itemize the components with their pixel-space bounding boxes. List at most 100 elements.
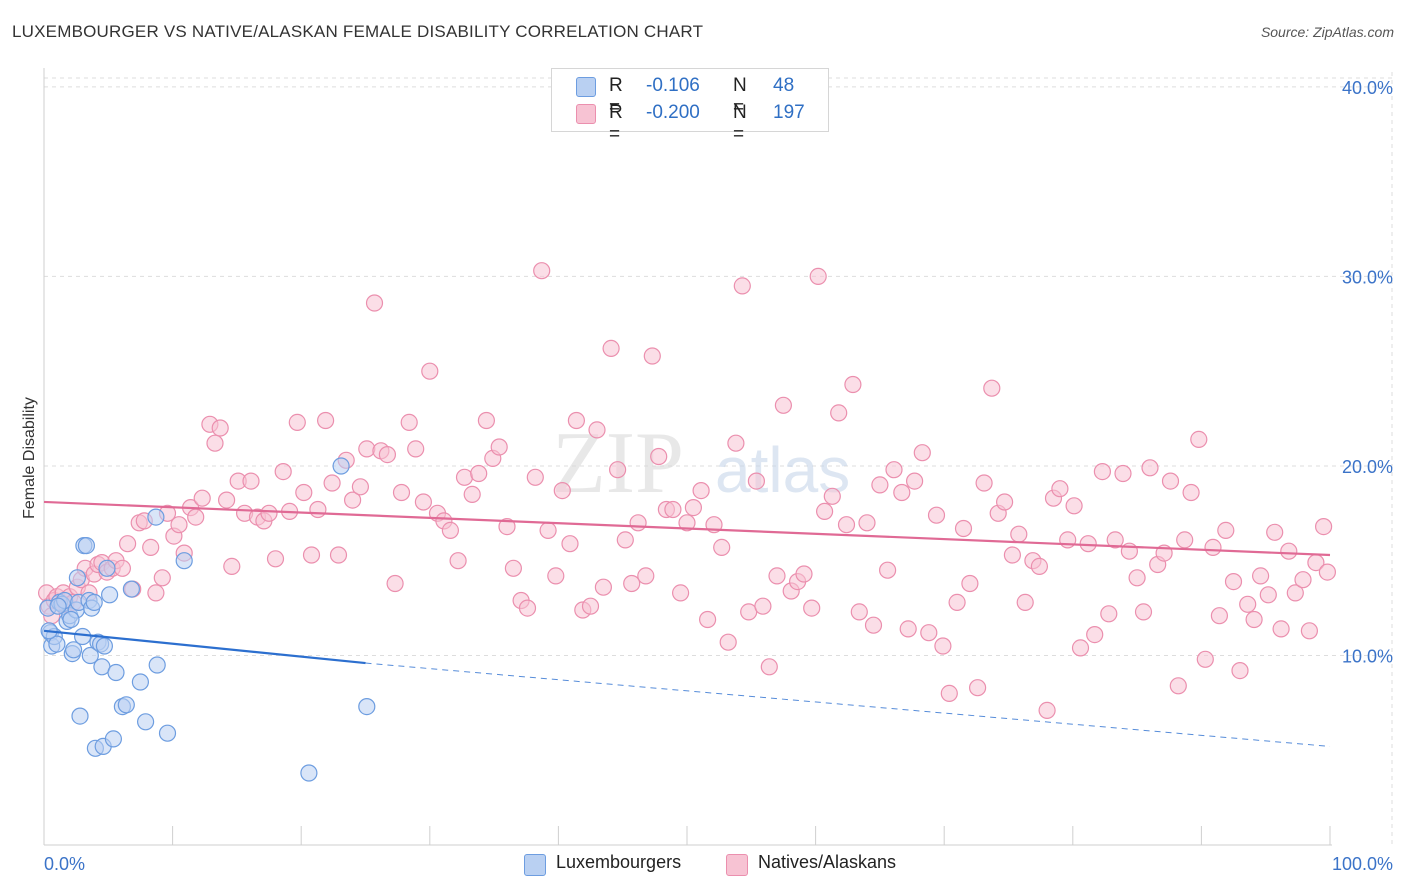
luxembourger-point bbox=[358, 697, 376, 716]
luxembourger-point bbox=[131, 673, 149, 691]
native-alaskan-point bbox=[858, 514, 876, 532]
native-alaskan-point bbox=[547, 567, 565, 585]
native-alaskan-point bbox=[747, 472, 766, 490]
native-alaskan-point bbox=[878, 561, 897, 579]
native-alaskan-point bbox=[948, 593, 966, 612]
pink-swatch bbox=[726, 854, 748, 876]
native-alaskan-point bbox=[344, 491, 362, 509]
native-alaskan-point bbox=[1259, 586, 1277, 604]
legend-label: Natives/Alaskans bbox=[758, 852, 897, 872]
native-alaskan-point bbox=[1314, 517, 1333, 536]
luxembourger-point bbox=[49, 597, 67, 615]
native-alaskan-point bbox=[740, 603, 758, 621]
luxembourger-point bbox=[62, 610, 80, 629]
native-alaskan-point bbox=[899, 620, 917, 638]
native-alaskan-point bbox=[153, 569, 171, 587]
native-alaskan-point bbox=[650, 447, 668, 466]
n-label: N = bbox=[733, 102, 747, 145]
native-alaskan-point bbox=[518, 599, 537, 617]
native-alaskan-point bbox=[288, 413, 306, 431]
stats-legend: R = -0.106 N = 48 R = -0.200 N = 197 bbox=[551, 68, 829, 145]
native-alaskan-point bbox=[995, 493, 1014, 511]
native-alaskan-point bbox=[643, 347, 661, 365]
native-alaskan-point bbox=[602, 339, 620, 357]
native-alaskan-point bbox=[616, 531, 634, 549]
blue-swatch bbox=[576, 77, 596, 97]
native-alaskan-point bbox=[727, 434, 745, 452]
native-alaskan-point bbox=[1196, 650, 1214, 668]
native-alaskan-point bbox=[678, 514, 696, 532]
luxembourger-point bbox=[73, 627, 92, 646]
native-alaskan-point bbox=[302, 546, 321, 564]
luxembourger-point bbox=[148, 656, 166, 674]
native-alaskan-point bbox=[1231, 661, 1249, 680]
native-alaskan-point bbox=[1065, 497, 1083, 515]
y-axis-label: Female Disability bbox=[21, 397, 38, 519]
native-alaskan-point bbox=[823, 487, 841, 505]
native-alaskan-point bbox=[561, 535, 579, 553]
native-alaskan-point bbox=[588, 421, 606, 439]
native-alaskan-point bbox=[392, 483, 411, 502]
native-alaskan-point bbox=[498, 517, 516, 536]
r-value: -0.106 bbox=[646, 75, 700, 96]
native-alaskan-point bbox=[1100, 605, 1118, 623]
native-alaskan-point bbox=[1030, 557, 1049, 576]
native-alaskan-point bbox=[553, 482, 571, 500]
native-alaskan-point bbox=[885, 461, 903, 479]
luxembourger-point bbox=[77, 536, 96, 555]
native-alaskan-point bbox=[526, 468, 544, 486]
native-alaskan-point bbox=[386, 574, 404, 593]
native-alaskan-point bbox=[449, 552, 467, 570]
native-alaskan-point bbox=[1106, 531, 1124, 549]
native-alaskan-point bbox=[830, 404, 848, 422]
x-tick-label: 0.0% bbox=[44, 854, 85, 874]
native-alaskan-point bbox=[1051, 480, 1069, 498]
luxembourger-points bbox=[39, 457, 376, 782]
native-alaskan-point bbox=[1210, 607, 1229, 625]
native-alaskan-point bbox=[206, 434, 224, 452]
native-alaskan-point bbox=[913, 444, 931, 462]
luxembourger-point bbox=[300, 764, 318, 782]
legend-label: Luxembourgers bbox=[556, 852, 682, 872]
native-alaskan-points bbox=[37, 262, 1337, 720]
blue-swatch bbox=[524, 854, 546, 876]
native-alaskan-point bbox=[671, 584, 690, 602]
native-alaskan-point bbox=[1141, 459, 1159, 477]
native-alaskan-point bbox=[1280, 542, 1298, 560]
luxembourger-point bbox=[122, 580, 140, 598]
y-tick-label: 40.0% bbox=[1342, 78, 1393, 98]
native-alaskan-point bbox=[961, 574, 979, 593]
native-alaskan-point bbox=[893, 483, 911, 502]
native-alaskan-point bbox=[142, 538, 160, 557]
native-alaskan-point bbox=[934, 637, 952, 655]
native-alaskan-point bbox=[407, 440, 425, 458]
native-alaskan-point bbox=[218, 491, 236, 509]
native-alaskan-point bbox=[1134, 603, 1153, 621]
native-alaskan-point bbox=[1204, 538, 1222, 557]
native-alaskan-point bbox=[260, 504, 278, 522]
native-alaskan-point bbox=[975, 474, 993, 492]
n-value: 197 bbox=[773, 102, 805, 123]
native-alaskan-point bbox=[1294, 571, 1312, 589]
native-alaskan-point bbox=[295, 483, 313, 502]
native-alaskan-point bbox=[1176, 531, 1194, 549]
native-alaskan-point bbox=[940, 684, 958, 703]
native-alaskan-point bbox=[760, 658, 778, 676]
native-alaskan-point bbox=[309, 500, 327, 519]
native-alaskan-point bbox=[844, 375, 862, 394]
native-alaskan-point bbox=[317, 411, 335, 430]
native-alaskan-point bbox=[378, 446, 396, 464]
native-alaskan-point bbox=[351, 478, 369, 496]
luxembourger-point bbox=[48, 635, 66, 653]
y-tick-label: 10.0% bbox=[1342, 646, 1393, 666]
native-alaskan-point bbox=[1038, 701, 1056, 720]
native-alaskan-point bbox=[1182, 483, 1200, 502]
native-alaskan-point bbox=[170, 516, 188, 534]
native-alaskan-point bbox=[223, 557, 241, 576]
n-label: N = bbox=[733, 75, 747, 118]
native-alaskan-point bbox=[118, 535, 137, 553]
native-alaskan-point bbox=[455, 468, 474, 486]
native-alaskan-point bbox=[581, 597, 600, 615]
native-alaskan-point bbox=[1190, 430, 1208, 448]
